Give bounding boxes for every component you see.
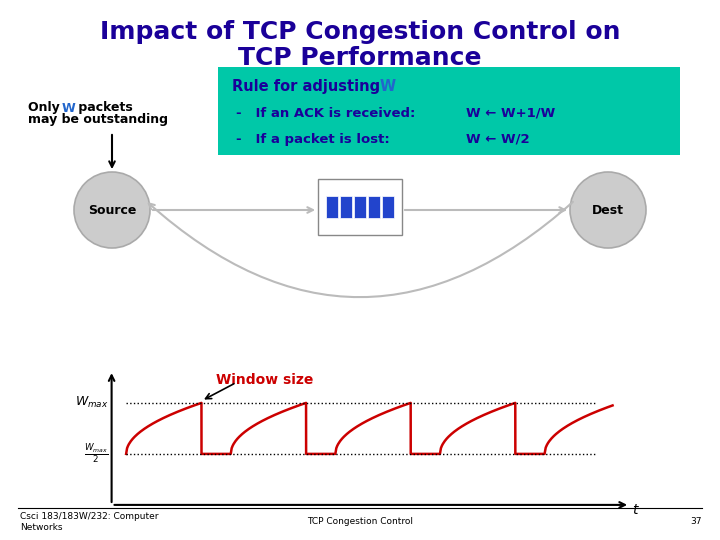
FancyBboxPatch shape	[326, 196, 338, 218]
FancyBboxPatch shape	[368, 196, 380, 218]
Text: Source: Source	[88, 204, 136, 217]
Text: Dest: Dest	[592, 204, 624, 217]
Circle shape	[570, 172, 646, 248]
Text: Only: Only	[28, 102, 64, 114]
Text: packets: packets	[74, 102, 132, 114]
Text: W ← W/2: W ← W/2	[466, 133, 530, 146]
Circle shape	[74, 172, 150, 248]
Text: 37: 37	[690, 517, 702, 526]
Text: Rule for adjusting: Rule for adjusting	[232, 79, 385, 94]
Text: t: t	[631, 503, 637, 517]
FancyBboxPatch shape	[340, 196, 352, 218]
Text: W: W	[62, 102, 76, 114]
Text: TCP Congestion Control: TCP Congestion Control	[307, 517, 413, 526]
FancyBboxPatch shape	[382, 196, 394, 218]
Text: may be outstanding: may be outstanding	[28, 113, 168, 126]
Text: W ← W+1/W: W ← W+1/W	[466, 107, 555, 120]
Text: Window size: Window size	[216, 374, 314, 388]
Text: -   If a packet is lost:: - If a packet is lost:	[236, 133, 390, 146]
Text: Csci 183/183W/232: Computer
Networks: Csci 183/183W/232: Computer Networks	[20, 512, 158, 532]
Text: Impact of TCP Congestion Control on: Impact of TCP Congestion Control on	[100, 20, 620, 44]
Text: $\frac{W_{max}}{2}$: $\frac{W_{max}}{2}$	[84, 442, 109, 465]
FancyBboxPatch shape	[218, 67, 680, 155]
Text: -   If an ACK is received:: - If an ACK is received:	[236, 107, 415, 120]
FancyBboxPatch shape	[354, 196, 366, 218]
FancyBboxPatch shape	[318, 179, 402, 235]
Text: W: W	[380, 79, 396, 94]
Text: TCP Performance: TCP Performance	[238, 46, 482, 70]
Text: $W_{max}$: $W_{max}$	[75, 395, 109, 410]
